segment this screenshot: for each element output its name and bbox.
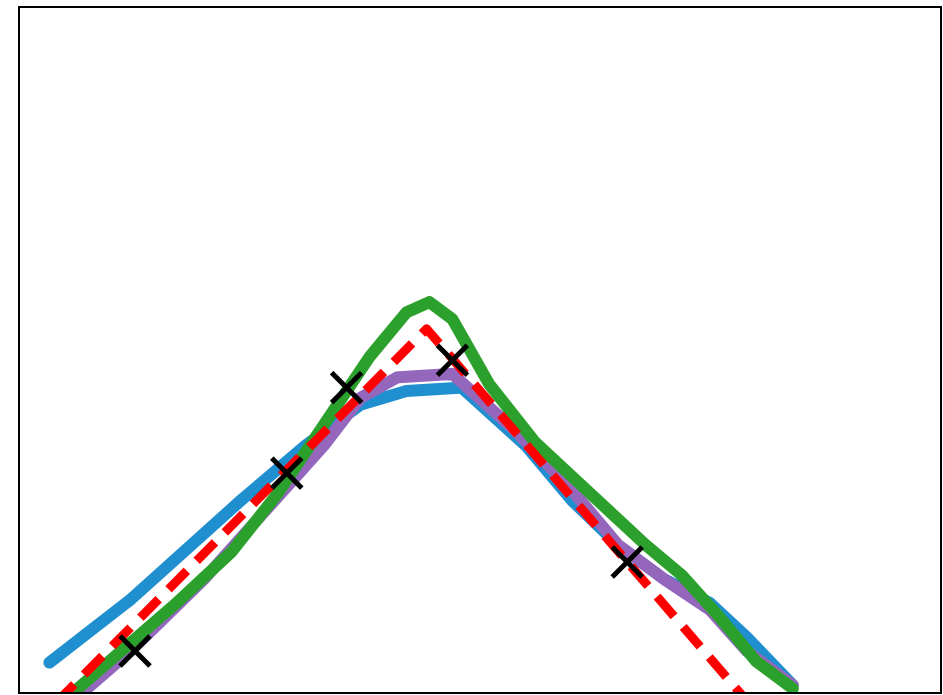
marker-x [435,343,470,378]
marker-x [329,370,364,405]
marker-x [610,545,644,579]
series-line-1 [43,381,799,692]
marker-layer [118,343,644,668]
series-line-0 [60,324,746,692]
series-line-3 [64,296,799,692]
series-line-2 [73,367,799,692]
axes-frame [18,6,942,694]
marker-x [270,456,304,490]
series-layer [43,296,799,692]
marker-x [118,634,152,668]
